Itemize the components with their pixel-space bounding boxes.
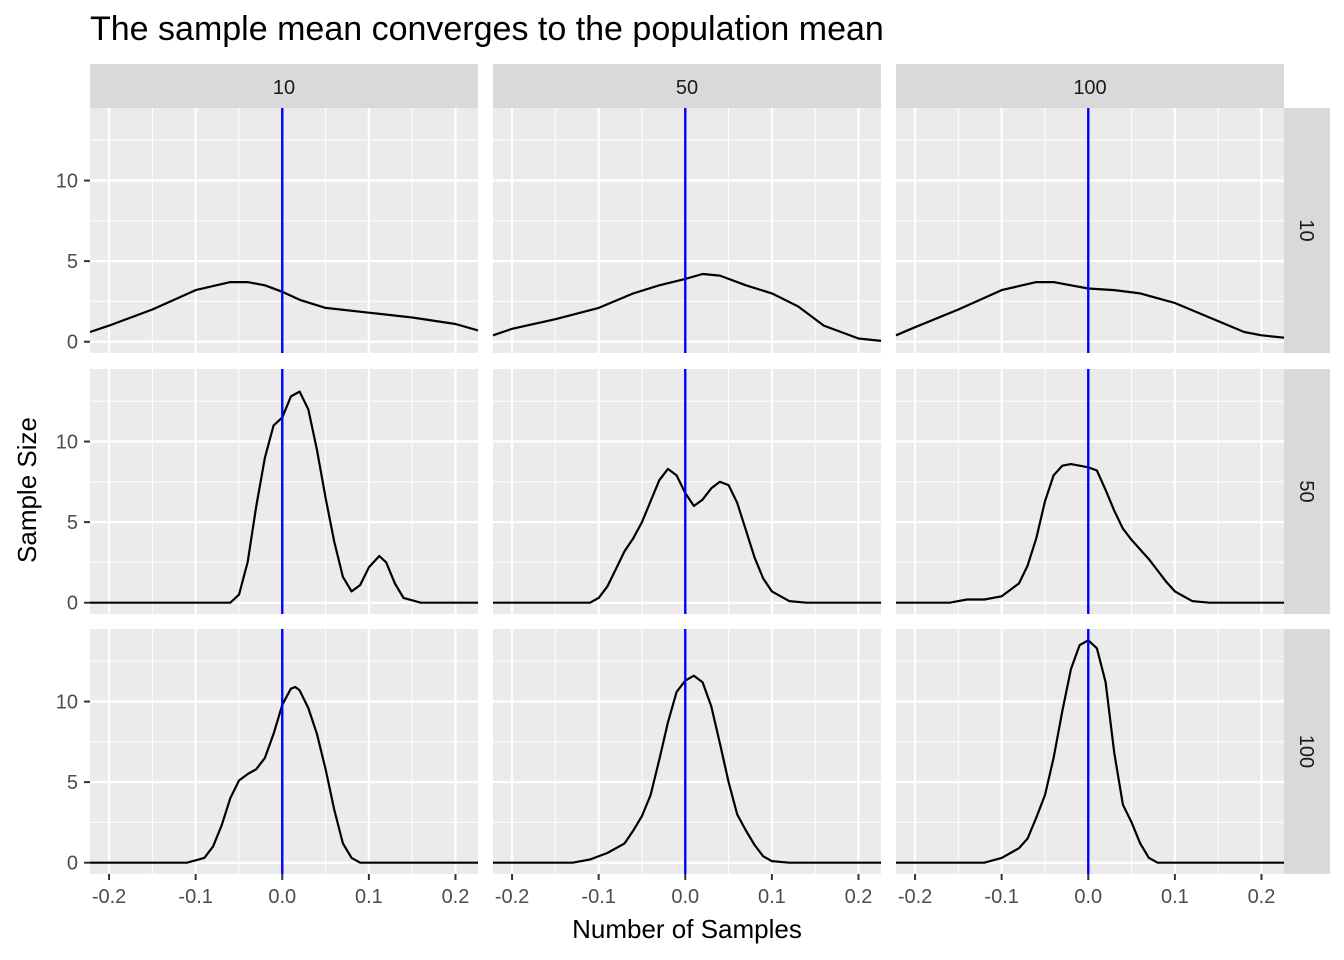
x-tick-label: -0.1 [178, 886, 212, 908]
x-tick-label: 0.0 [671, 886, 699, 908]
x-tick-label: -0.2 [898, 886, 932, 908]
panel-background [493, 629, 881, 874]
y-tick-label: 10 [56, 171, 78, 193]
row-strip [1284, 369, 1330, 614]
x-tick-label: -0.2 [92, 886, 126, 908]
density-curve [493, 467, 881, 604]
y-tick-label: 10 [56, 432, 78, 454]
x-axis-title: Number of Samples [572, 914, 802, 944]
column-strip-label: 10 [273, 77, 295, 99]
x-tick-label: -0.1 [984, 886, 1018, 908]
panel-background [896, 369, 1284, 614]
x-tick-label: 0.1 [758, 886, 786, 908]
y-tick-label: 5 [67, 251, 78, 273]
density-curve [493, 674, 881, 864]
row-strip [1284, 108, 1330, 353]
x-tick-label: -0.2 [495, 886, 529, 908]
density-curve [90, 390, 478, 604]
x-tick-label: 0.1 [355, 886, 383, 908]
chart-title: The sample mean converges to the populat… [90, 10, 884, 48]
column-strip [90, 64, 478, 108]
column-strip-label: 50 [676, 77, 698, 99]
x-tick-label: -0.1 [581, 886, 615, 908]
y-tick-label: 0 [67, 853, 78, 875]
density-curve [89, 281, 479, 334]
panel-background [90, 369, 478, 614]
row-strip-label: 50 [1295, 480, 1317, 502]
row-strip-label: 100 [1295, 735, 1317, 768]
y-tick-label: 10 [56, 692, 78, 714]
y-tick-label: 5 [67, 512, 78, 534]
row-strip [1284, 629, 1330, 874]
y-tick-label: 0 [67, 332, 78, 354]
x-tick-label: 0.2 [845, 886, 873, 908]
panel-background [90, 108, 478, 353]
panel-background [493, 108, 881, 353]
x-tick-label: 0.2 [1248, 886, 1276, 908]
y-axis-title: Sample Size [12, 417, 42, 563]
y-tick-label: 0 [67, 593, 78, 615]
x-tick-label: 0.0 [1074, 886, 1102, 908]
density-curve [896, 639, 1284, 864]
panel-background [493, 369, 881, 614]
row-strip-label: 10 [1295, 219, 1317, 241]
column-strip [493, 64, 881, 108]
panel-background [896, 108, 1284, 353]
density-curve [492, 272, 882, 342]
x-tick-label: 0.0 [268, 886, 296, 908]
y-tick-label: 5 [67, 772, 78, 794]
panel-background [896, 629, 1284, 874]
x-tick-label: 0.2 [442, 886, 470, 908]
column-strip [896, 64, 1284, 108]
column-strip-label: 100 [1073, 77, 1106, 99]
panel-background [90, 629, 478, 874]
x-tick-label: 0.1 [1161, 886, 1189, 908]
